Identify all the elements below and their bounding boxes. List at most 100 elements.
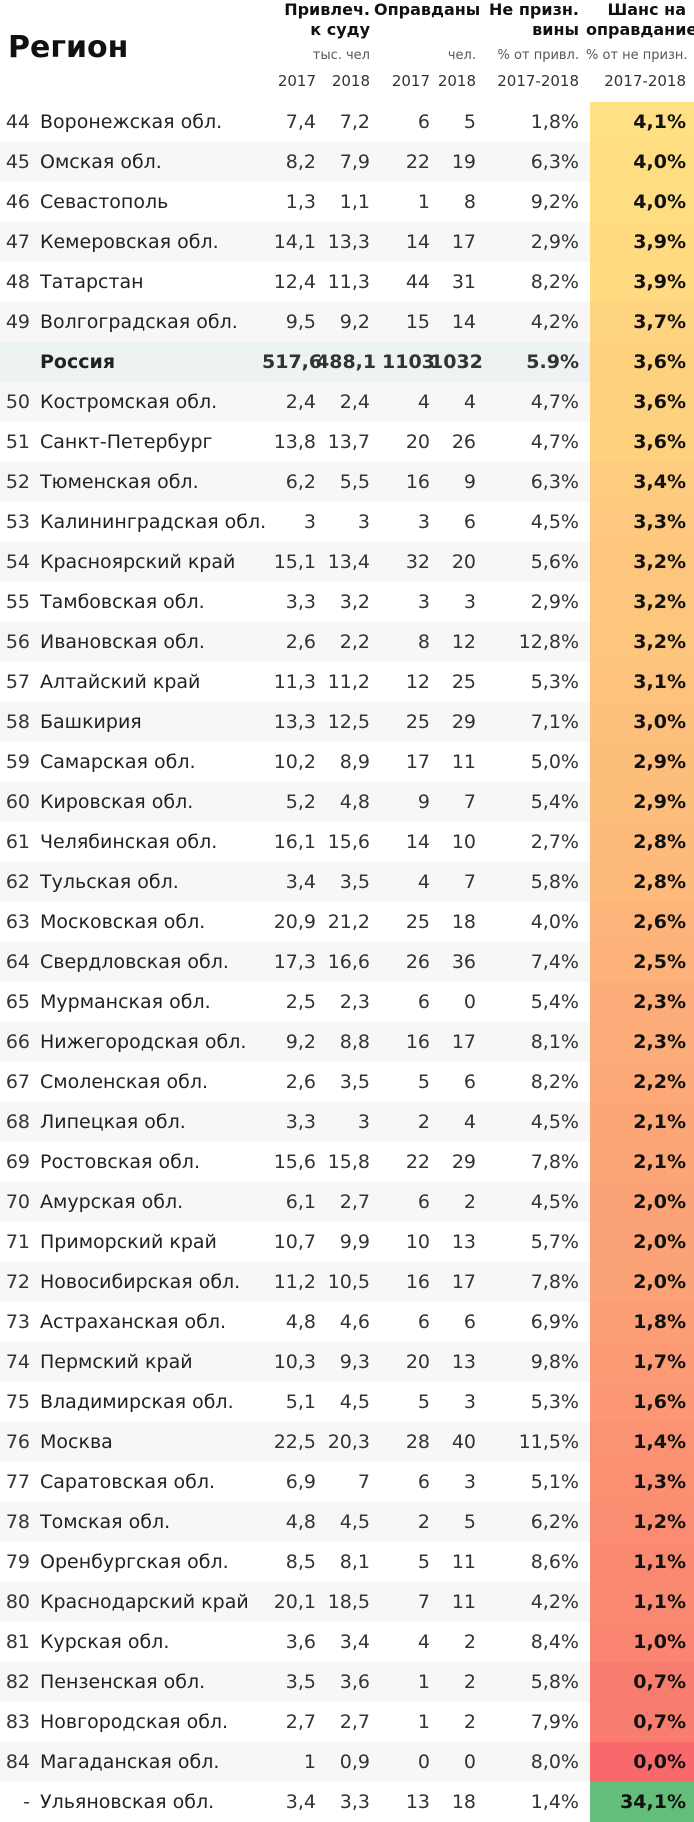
accused-2017-cell: 10,3 bbox=[273, 1351, 316, 1373]
accused-2017-cell: 5,2 bbox=[285, 791, 316, 813]
accused-2017-cell: 3,6 bbox=[285, 1631, 316, 1653]
acquitted-2018-cell: 2 bbox=[463, 1671, 476, 1693]
acquitted-2018-cell: 25 bbox=[451, 671, 476, 693]
region-name-cell: Курская обл. bbox=[40, 1631, 170, 1653]
accused-2018-cell: 2,7 bbox=[339, 1191, 370, 1213]
acquitted-2017-cell: 2 bbox=[417, 1511, 430, 1533]
accused-2018-cell: 21,2 bbox=[327, 911, 370, 933]
acquitted-2018-cell: 5 bbox=[463, 1511, 476, 1533]
acquittal-chance-cell: 3,6% bbox=[590, 342, 694, 382]
region-name-cell: Магаданская обл. bbox=[40, 1751, 220, 1773]
acquitted-2017-cell: 25 bbox=[405, 711, 430, 733]
accused-2017-cell: 16,1 bbox=[273, 831, 316, 853]
accused-2018-cell: 3 bbox=[357, 1111, 370, 1133]
notguilty-share-cell: 5,8% bbox=[530, 871, 579, 893]
acquitted-2017-cell: 32 bbox=[405, 551, 430, 573]
region-name-cell: Амурская обл. bbox=[40, 1191, 184, 1213]
accused-2017-cell: 8,5 bbox=[285, 1551, 316, 1573]
acquitted-year-2017: 2017 bbox=[391, 72, 430, 90]
rank-cell: 72 bbox=[5, 1271, 30, 1293]
region-name-cell: Пермский край bbox=[40, 1351, 193, 1373]
rank-cell: 71 bbox=[5, 1231, 30, 1253]
rank-cell: - bbox=[23, 1791, 30, 1813]
acquitted-2018-cell: 11 bbox=[451, 1551, 476, 1573]
notguilty-share-cell: 4,5% bbox=[530, 1111, 579, 1133]
acquitted-2017-cell: 2 bbox=[417, 1111, 430, 1133]
table-row: 71 Приморский край 10,7 9,9 10 13 5,7% 2,0% bbox=[0, 1222, 694, 1262]
accused-2017-cell: 17,3 bbox=[273, 951, 316, 973]
acquitted-2017-cell: 16 bbox=[405, 471, 430, 493]
acquittal-chance-cell: 1,4% bbox=[590, 1422, 694, 1462]
acquitted-2018-cell: 7 bbox=[463, 871, 476, 893]
region-name-cell: Ростовская обл. bbox=[40, 1151, 200, 1173]
acquitted-2018-cell: 19 bbox=[451, 151, 476, 173]
notguilty-share-cell: 4,5% bbox=[530, 1191, 579, 1213]
accused-2018-cell: 2,2 bbox=[339, 631, 370, 653]
notguilty-share-cell: 5,8% bbox=[530, 1671, 579, 1693]
acquitted-2018-cell: 5 bbox=[463, 111, 476, 133]
acquitted-2017-cell: 12 bbox=[405, 671, 430, 693]
acquittal-chance-cell: 2,8% bbox=[590, 822, 694, 862]
acquitted-year-2018: 2018 bbox=[437, 72, 476, 90]
acquittal-chance-cell: 1,0% bbox=[590, 1622, 694, 1662]
notguilty-share-cell: 6,3% bbox=[530, 471, 579, 493]
acquitted-2017-cell: 44 bbox=[405, 271, 430, 293]
rank-cell: 48 bbox=[5, 271, 30, 293]
acquitted-2018-cell: 6 bbox=[463, 1311, 476, 1333]
acquittal-chance-cell: 1,7% bbox=[590, 1342, 694, 1382]
notguilty-share-cell: 7,1% bbox=[530, 711, 579, 733]
region-name-cell: Тюменская обл. bbox=[40, 471, 199, 493]
rank-cell: 62 bbox=[5, 871, 30, 893]
acquitted-2018-cell: 1032 bbox=[430, 351, 483, 373]
region-name-cell: Самарская обл. bbox=[40, 751, 196, 773]
accused-2018-cell: 8,9 bbox=[339, 751, 370, 773]
accused-2018-cell: 3,5 bbox=[339, 1071, 370, 1093]
region-name-cell: Россия bbox=[40, 351, 116, 373]
acquitted-2018-cell: 7 bbox=[463, 791, 476, 813]
acquitted-2017-cell: 8 bbox=[417, 631, 430, 653]
accused-2018-cell: 11,3 bbox=[327, 271, 370, 293]
acquitted-2017-cell: 1 bbox=[417, 1711, 430, 1733]
acquitted-2017-cell: 20 bbox=[405, 431, 430, 453]
accused-2017-cell: 6,2 bbox=[285, 471, 316, 493]
region-name-cell: Саратовская обл. bbox=[40, 1471, 216, 1493]
table-row: 44 Воронежская обл. 7,4 7,2 6 5 1,8% 4,1% bbox=[0, 102, 694, 142]
rank-cell: 82 bbox=[5, 1671, 30, 1693]
table-row: 82 Пензенская обл. 3,5 3,6 1 2 5,8% 0,7% bbox=[0, 1662, 694, 1702]
accused-2018-cell: 9,2 bbox=[339, 311, 370, 333]
table-row: 60 Кировская обл. 5,2 4,8 9 7 5,4% 2,9% bbox=[0, 782, 694, 822]
table-row: 48 Татарстан 12,4 11,3 44 31 8,2% 3,9% bbox=[0, 262, 694, 302]
accused-2018-cell: 11,2 bbox=[327, 671, 370, 693]
notguilty-share-cell: 4,7% bbox=[530, 431, 579, 453]
accused-2017-cell: 2,6 bbox=[285, 631, 316, 653]
accused-2017-cell: 15,1 bbox=[273, 551, 316, 573]
accused-2018-cell: 13,7 bbox=[327, 431, 370, 453]
region-name-cell: Волгоградская обл. bbox=[40, 311, 238, 333]
acquittal-chance-cell: 3,2% bbox=[590, 542, 694, 582]
table-row: - Ульяновская обл. 3,4 3,3 13 18 1,4% 34,1% bbox=[0, 1782, 694, 1822]
rank-cell: 50 bbox=[5, 391, 30, 413]
rank-cell: 67 bbox=[5, 1071, 30, 1093]
acquitted-2018-cell: 6 bbox=[463, 1071, 476, 1093]
notguilty-share-cell: 8,1% bbox=[530, 1031, 579, 1053]
region-name-cell: Татарстан bbox=[40, 271, 144, 293]
acquitted-2018-cell: 11 bbox=[451, 1591, 476, 1613]
region-name-cell: Челябинская обл. bbox=[40, 831, 218, 853]
notguilty-share-cell: 7,8% bbox=[530, 1151, 579, 1173]
accused-2017-cell: 11,2 bbox=[273, 1271, 316, 1293]
notguilty-share-cell: 9,2% bbox=[530, 191, 579, 213]
acquitted-2017-cell: 6 bbox=[417, 1311, 430, 1333]
rank-cell: 84 bbox=[5, 1751, 30, 1773]
rank-cell: 60 bbox=[5, 791, 30, 813]
notguilty-share-cell: 7,8% bbox=[530, 1271, 579, 1293]
table-header: Регион Привлеч. к суду тыс. чел 2017 201… bbox=[0, 0, 694, 102]
rank-cell: 66 bbox=[5, 1031, 30, 1053]
acquitted-2017-cell: 13 bbox=[405, 1791, 430, 1813]
accused-2018-cell: 9,3 bbox=[339, 1351, 370, 1373]
notguilty-share-cell: 8,2% bbox=[530, 1071, 579, 1093]
acquittal-chance-cell: 2,3% bbox=[590, 982, 694, 1022]
acquitted-2018-cell: 26 bbox=[451, 431, 476, 453]
acquitted-2018-cell: 17 bbox=[451, 1271, 476, 1293]
acquitted-2017-cell: 0 bbox=[417, 1751, 430, 1773]
table-body: 44 Воронежская обл. 7,4 7,2 6 5 1,8% 4,1% 45 Омск… bbox=[0, 102, 694, 1822]
